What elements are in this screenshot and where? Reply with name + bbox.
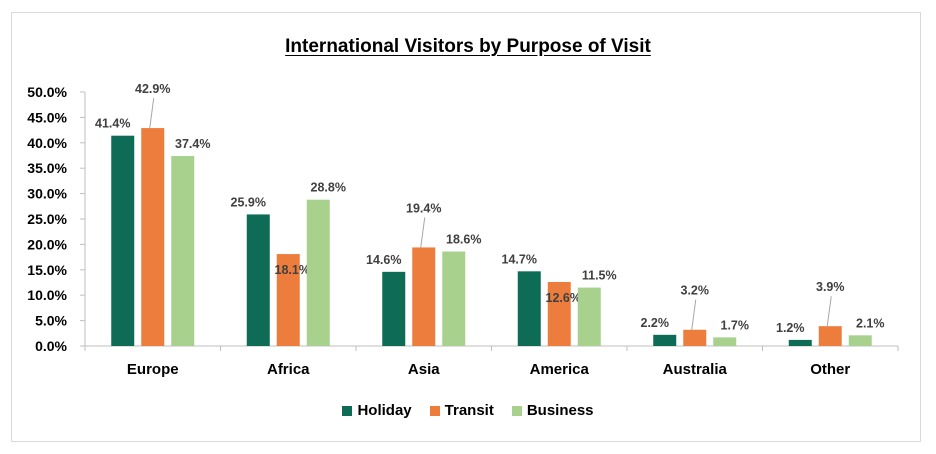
leader-line: [691, 299, 697, 330]
bar-transit-australia: [683, 329, 707, 346]
category-label-europe: Europe: [127, 361, 179, 378]
category-label-africa: Africa: [267, 361, 310, 378]
bar-business-asia: [442, 251, 466, 346]
data-label-transit-europe: 42.9%: [135, 82, 170, 96]
leader-line: [420, 217, 426, 248]
data-label-holiday-america: 14.7%: [502, 252, 537, 266]
legend-swatch-holiday: [342, 405, 353, 416]
bar-holiday-other: [788, 339, 812, 346]
data-label-holiday-other: 1.2%: [776, 321, 805, 335]
bar-holiday-australia: [653, 334, 677, 346]
data-label-transit-america: 12.6%: [546, 291, 581, 305]
bar-holiday-europe: [111, 135, 135, 346]
y-tick-label: 0.0%: [35, 338, 67, 354]
y-tick-label: 50.0%: [27, 84, 67, 100]
y-tick-label: 15.0%: [27, 262, 67, 278]
data-label-holiday-australia: 2.2%: [641, 316, 670, 330]
bar-transit-other: [818, 326, 842, 346]
bar-holiday-africa: [246, 214, 270, 346]
data-label-business-other: 2.1%: [856, 316, 885, 330]
bar-business-australia: [713, 337, 737, 346]
y-tick-label: 20.0%: [27, 236, 67, 252]
bar-business-africa: [306, 199, 330, 346]
y-tick-label: 45.0%: [27, 109, 67, 125]
y-tick-label: 10.0%: [27, 287, 67, 303]
category-label-asia: Asia: [408, 361, 440, 378]
bar-transit-america: [547, 281, 571, 346]
y-tick-label: 40.0%: [27, 135, 67, 151]
data-label-holiday-europe: 41.4%: [95, 117, 130, 131]
bar-business-europe: [171, 156, 195, 346]
data-label-business-america: 11.5%: [582, 269, 617, 283]
data-label-transit-asia: 19.4%: [406, 201, 441, 215]
data-label-business-asia: 18.6%: [446, 233, 481, 247]
bar-transit-asia: [412, 247, 436, 346]
y-tick-label: 30.0%: [27, 186, 67, 202]
legend-label-holiday: Holiday: [357, 402, 412, 419]
legend-item-holiday: Holiday: [342, 402, 412, 419]
bar-transit-europe: [141, 128, 165, 346]
leader-line: [826, 296, 832, 327]
legend-item-business: Business: [511, 402, 594, 419]
legend-label-business: Business: [526, 402, 594, 419]
legend-swatch-business: [511, 405, 522, 416]
y-tick-label: 25.0%: [27, 211, 67, 227]
data-label-transit-africa: 18.1%: [275, 263, 310, 277]
bar-business-other: [848, 335, 872, 346]
chart-title: International Visitors by Purpose of Vis…: [285, 36, 651, 57]
data-label-holiday-asia: 14.6%: [366, 253, 401, 267]
category-label-australia: Australia: [663, 361, 728, 378]
y-tick-label: 5.0%: [35, 313, 67, 329]
bar-holiday-asia: [382, 271, 406, 346]
data-label-transit-other: 3.9%: [816, 280, 845, 294]
y-tick-label: 35.0%: [27, 160, 67, 176]
data-label-business-australia: 1.7%: [721, 318, 750, 332]
data-label-business-europe: 37.4%: [175, 137, 210, 151]
chart-frame: [11, 12, 921, 442]
legend-item-transit: Transit: [429, 402, 494, 419]
category-label-america: America: [530, 361, 590, 378]
category-label-other: Other: [810, 361, 850, 378]
data-label-transit-australia: 3.2%: [681, 284, 710, 298]
legend-swatch-transit: [429, 405, 440, 416]
leader-line: [149, 98, 155, 129]
legend-label-transit: Transit: [444, 402, 494, 419]
bar-business-america: [577, 287, 601, 346]
data-label-business-africa: 28.8%: [311, 181, 346, 195]
data-label-holiday-africa: 25.9%: [231, 195, 266, 209]
bar-transit-africa: [276, 254, 300, 346]
bar-holiday-america: [517, 271, 541, 346]
legend: Holiday Transit Business: [0, 402, 936, 419]
